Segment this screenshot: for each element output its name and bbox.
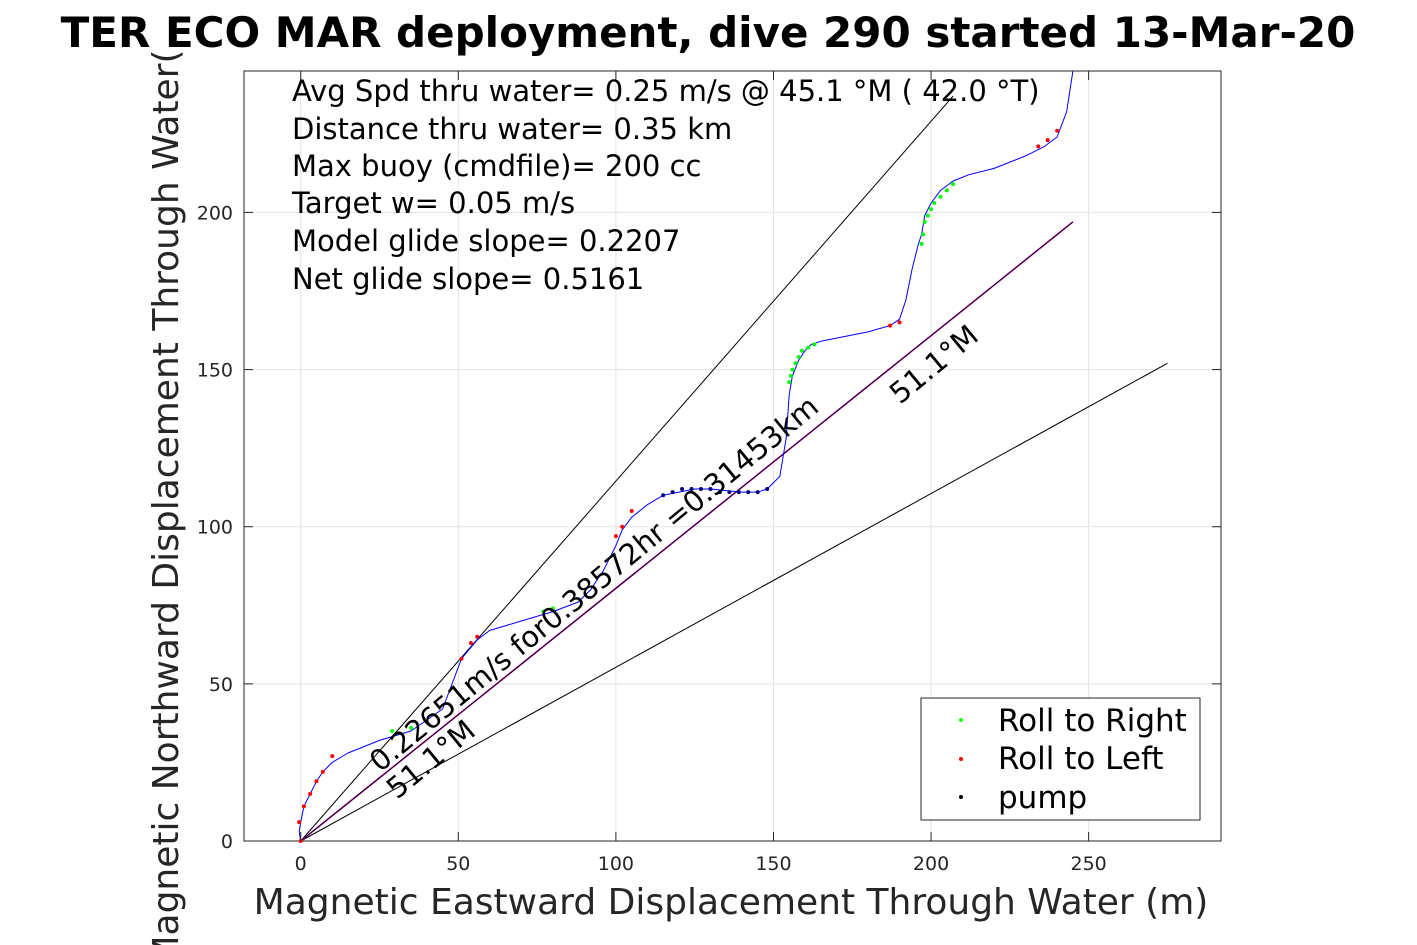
x-tick-label: 0 xyxy=(295,853,307,875)
line-lower-line xyxy=(300,362,1168,842)
legend-box xyxy=(920,697,1201,821)
dots-left-point xyxy=(888,323,893,328)
dots-right-point xyxy=(921,232,926,237)
dots-right-point xyxy=(390,729,395,733)
annotation-max-buoy: Max buoy (cmdfile)= 200 cc xyxy=(292,149,701,183)
annotation-model-glide: Model glide slope= 0.2207 xyxy=(292,224,680,258)
x-tick-label: 50 xyxy=(446,853,470,875)
dots-left-point xyxy=(468,641,473,645)
dots-left-point xyxy=(897,320,902,325)
x-axis-label: Magnetic Eastward Displacement Through W… xyxy=(254,882,1209,923)
x-tick-label: 250 xyxy=(1070,853,1106,875)
x-tick-label: 150 xyxy=(755,853,791,875)
dots-left-point xyxy=(301,804,306,809)
dots-right-point xyxy=(550,606,555,611)
dots-left-point xyxy=(475,634,480,639)
dots-pump-point xyxy=(727,490,732,495)
y-tick-label: 150 xyxy=(197,360,233,382)
dots-right-point xyxy=(788,373,793,378)
legend-label-roll-right: Roll to Right xyxy=(998,703,1187,739)
annotation-net-glide: Net glide slope= 0.5161 xyxy=(292,262,644,296)
dots-left-point xyxy=(1045,138,1050,143)
tick-labels: 0 50 100 150 200 250 0 50 100 150 200 xyxy=(197,71,1221,875)
annotation-distance: Distance thru water= 0.35 km xyxy=(292,112,732,146)
dots-right-point xyxy=(541,609,546,614)
dots-pump-point xyxy=(680,487,685,491)
dots-pump-point xyxy=(698,487,703,491)
annotation-avg-speed: Avg Spd thru water= 0.25 m/s @ 45.1 °M (… xyxy=(292,74,1040,108)
track-line xyxy=(298,70,1074,842)
x-tick-label: 100 xyxy=(598,853,634,875)
annotation-target-w: Target w= 0.05 m/s xyxy=(291,186,575,220)
dots-pump-point xyxy=(661,493,666,498)
dots-right-point xyxy=(938,194,943,199)
y-tick-label: 100 xyxy=(197,517,233,539)
x-tick-label: 200 xyxy=(913,853,949,875)
dots-left-point xyxy=(1055,128,1060,133)
dots-left-point xyxy=(459,656,464,661)
dots-pump-point xyxy=(670,490,675,495)
y-tick-label: 0 xyxy=(221,831,233,853)
dots-pump-point xyxy=(736,490,741,495)
legend-marker-pump xyxy=(959,795,963,799)
dots-pump-point xyxy=(708,487,713,491)
dots-left-point xyxy=(330,754,335,759)
legend-marker-roll-left xyxy=(959,757,963,761)
dots-right-point xyxy=(799,348,804,353)
legend-label-roll-left: Roll to Left xyxy=(998,741,1164,777)
dots-left-point xyxy=(613,534,618,539)
dots-pump-point xyxy=(755,490,760,495)
legend-marker-roll-right xyxy=(959,718,963,722)
dots-left-point xyxy=(1036,144,1041,149)
dots-left-point xyxy=(308,791,313,796)
dots-right-point xyxy=(787,380,792,385)
chart-title: TER ECO MAR deployment, dive 290 started… xyxy=(61,8,1356,57)
dots-left-point xyxy=(320,769,325,774)
y-tick-label: 50 xyxy=(209,674,233,696)
legend: Roll to Right Roll to Left pump xyxy=(920,697,1201,821)
dots-left-point xyxy=(620,524,625,529)
dots-pump-point xyxy=(746,490,751,495)
dots-right-point xyxy=(793,361,798,366)
dots-right-point xyxy=(951,182,956,187)
dots-right-point xyxy=(409,725,414,730)
dots-left-point xyxy=(314,779,319,784)
dots-right-point xyxy=(812,342,817,347)
plot-area-frame xyxy=(243,70,1222,842)
dots-right-point xyxy=(929,207,934,212)
dots-right-point xyxy=(922,219,927,224)
dots-pump-point xyxy=(689,487,694,491)
dots-pump-point xyxy=(717,490,722,495)
grid xyxy=(244,71,1221,842)
line-track-line xyxy=(300,221,1074,842)
dots-pump-point xyxy=(765,487,770,491)
line-upper-line xyxy=(300,95,954,842)
dots-right-point xyxy=(790,367,795,372)
series-layer xyxy=(297,70,1168,843)
info-annotations: Avg Spd thru water= 0.25 m/s @ 45.1 °M (… xyxy=(291,74,1040,296)
legend-label-pump: pump xyxy=(998,780,1087,816)
dots-left-point xyxy=(629,509,634,513)
y-tick-label: 200 xyxy=(197,202,233,224)
dots-right-point xyxy=(925,213,930,218)
dots-right-point xyxy=(796,355,801,359)
dots-right-point xyxy=(944,188,949,193)
dots-right-point xyxy=(932,201,937,205)
y-axis-label: Magnetic Northward Displacement Through … xyxy=(146,49,187,945)
dots-left-point xyxy=(297,820,302,825)
dots-right-point xyxy=(919,241,924,246)
dots-right-point xyxy=(806,345,811,350)
